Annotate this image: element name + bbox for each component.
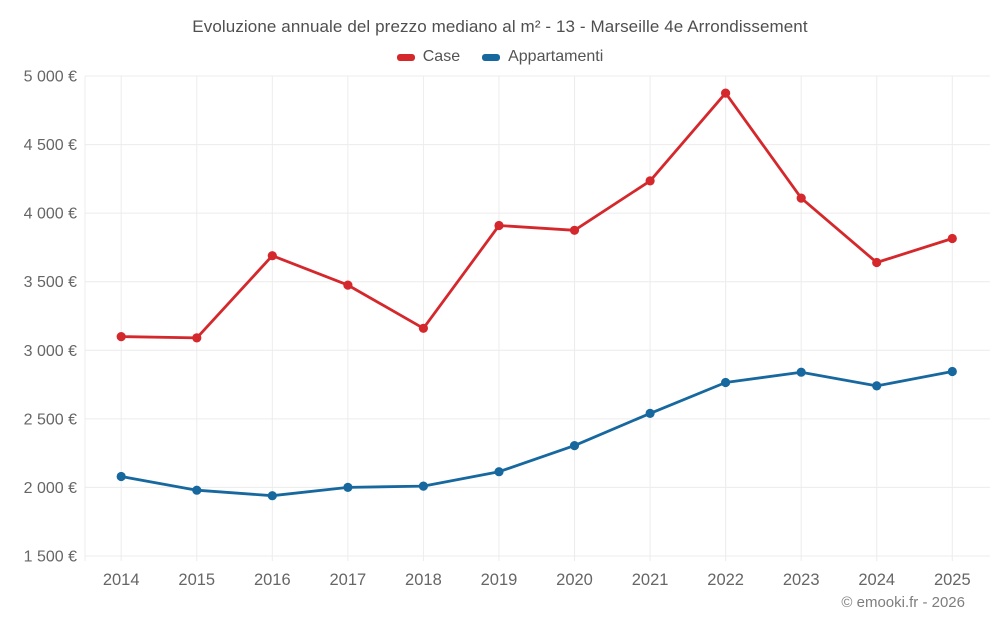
data-point-case-2017 [343, 280, 353, 290]
x-tick-label-2015: 2015 [178, 571, 215, 589]
data-point-case-2022 [721, 88, 731, 98]
data-point-case-2023 [796, 193, 806, 203]
x-tick-label-2017: 2017 [330, 571, 367, 589]
series-line-case [119, 91, 954, 340]
data-point-appartamenti-2019 [494, 467, 504, 477]
x-tick-label-2018: 2018 [405, 571, 442, 589]
chart-footer-credit: © emooki.fr - 2026 [841, 594, 965, 611]
x-tick-label-2023: 2023 [783, 571, 820, 589]
y-tick-label-1500: 1 500 € [24, 549, 77, 566]
x-tick-label-2021: 2021 [632, 571, 669, 589]
data-point-appartamenti-2023 [796, 367, 806, 377]
x-tick-label-2019: 2019 [481, 571, 518, 589]
y-tick-label-5000: 5 000 € [24, 69, 77, 86]
y-tick-label-2000: 2 000 € [24, 480, 77, 497]
data-point-case-2018 [418, 323, 428, 333]
data-point-case-2020 [569, 225, 580, 235]
data-point-case-2019 [494, 220, 504, 231]
y-tick-label-4000: 4 000 € [24, 206, 77, 223]
data-point-case-2015 [192, 333, 202, 343]
data-point-appartamenti-2024 [872, 381, 882, 391]
legend-swatch-case-icon [396, 53, 415, 61]
data-point-appartamenti-2016 [267, 491, 277, 501]
x-tick-label-2024: 2024 [858, 571, 895, 589]
x-tick-label-2020: 2020 [556, 571, 593, 589]
chart-title: Evoluzione annuale del prezzo mediano al… [192, 17, 808, 36]
data-point-appartamenti-2017 [343, 482, 353, 492]
data-point-case-2025 [947, 233, 957, 244]
x-tick-label-2014: 2014 [103, 571, 140, 589]
y-tick-label-4500: 4 500 € [24, 137, 77, 154]
data-point-appartamenti-2014 [116, 471, 126, 482]
legend-label-appartamenti: Appartamenti [508, 48, 604, 65]
y-tick-label-2500: 2 500 € [24, 411, 77, 428]
data-point-case-2014 [116, 332, 126, 342]
data-point-case-2021 [645, 176, 655, 186]
legend-swatch-appartamenti-icon [482, 53, 501, 61]
data-point-appartamenti-2022 [721, 377, 731, 388]
x-tick-label-2016: 2016 [254, 571, 291, 589]
x-tick-label-2025: 2025 [934, 571, 971, 589]
chart-legend: Case Appartamenti [0, 48, 1000, 66]
legend-item-appartamenti[interactable]: Appartamenti [482, 48, 603, 66]
x-tick-label-2022: 2022 [707, 571, 744, 589]
y-tick-label-3500: 3 500 € [24, 274, 77, 291]
legend-label-case: Case [422, 48, 461, 65]
data-point-appartamenti-2015 [192, 485, 202, 495]
data-point-appartamenti-2021 [645, 408, 655, 418]
legend-item-case[interactable]: Case [396, 48, 461, 66]
data-point-case-2024 [872, 257, 882, 268]
data-point-appartamenti-2025 [947, 366, 957, 377]
data-point-case-2016 [267, 251, 277, 261]
data-point-appartamenti-2020 [569, 441, 580, 451]
data-point-appartamenti-2018 [418, 481, 428, 491]
y-tick-label-3000: 3 000 € [24, 343, 77, 360]
series-line-appartamenti [119, 370, 954, 498]
